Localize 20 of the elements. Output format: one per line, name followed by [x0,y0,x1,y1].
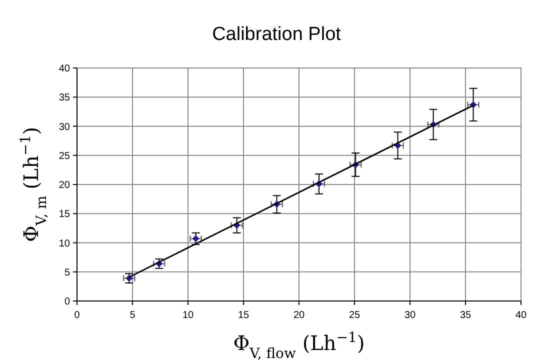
x-tick-label: 5 [130,310,136,321]
x-tick-label: 15 [238,310,250,321]
x-tick-label: 0 [74,310,80,321]
y-tick-label: 10 [58,238,70,250]
x-tick-label: 20 [293,310,305,321]
y-tick-label: 40 [58,64,70,74]
y-tick-label: 0 [64,296,70,308]
y-tick-label: 30 [58,122,70,133]
x-tick-label: 10 [182,310,194,321]
x-axis-title: Φ$_{V, flow}$ (Lh$^{−1}$) [233,330,365,362]
x-tick-label: 40 [515,310,527,321]
chart-title: Calibration Plot [212,24,342,45]
y-tick-label: 25 [58,150,70,162]
y-tick-label: 20 [58,180,70,191]
x-tick-label: 35 [460,310,472,321]
y-tick-label: 15 [58,209,70,220]
y-tick-label: 35 [58,92,70,104]
x-tick-label: 30 [404,310,416,321]
y-tick-label: 5 [64,267,70,278]
x-tick-label: 25 [348,310,360,321]
